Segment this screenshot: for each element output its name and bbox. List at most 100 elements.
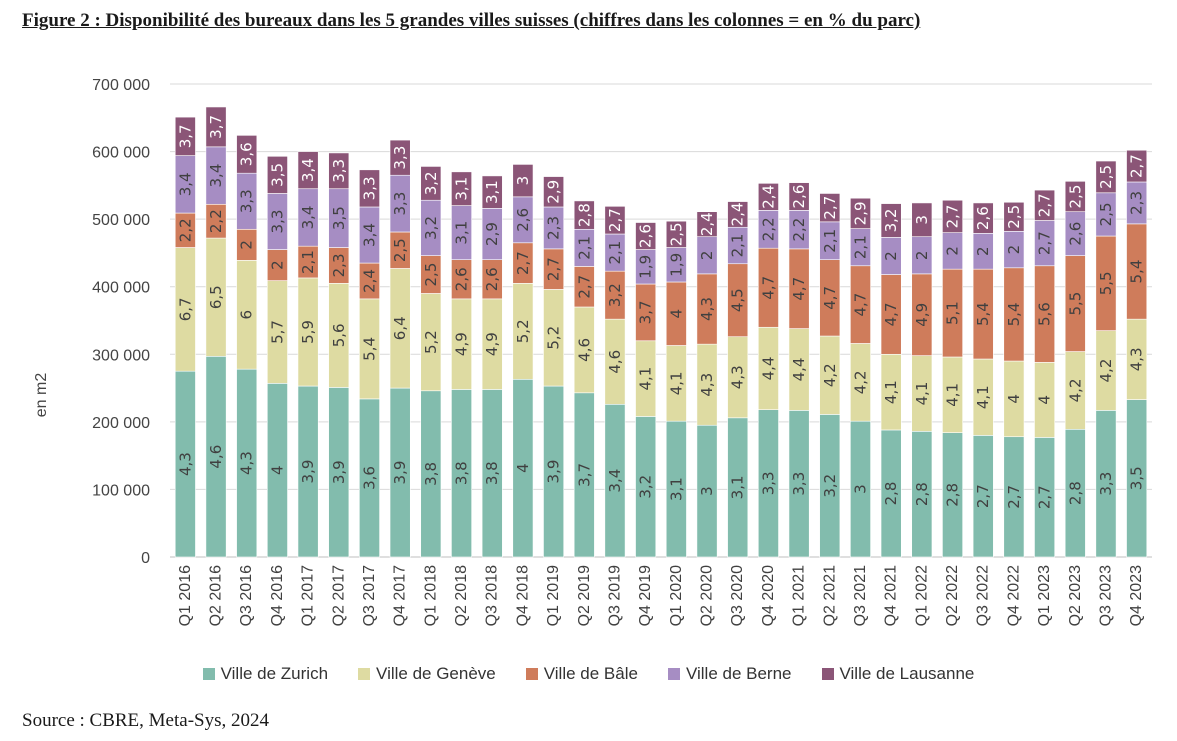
bar-segment (788, 182, 810, 211)
data-labels: 4,3 6,7 2,2 3,4 3,7 4,6 6,5 2,2 3,4 3,7 4,3 6 2 3,3 3,… (176, 115, 1145, 509)
stacked-bar-chart: 0 100 000 200 000 300 000 400 000 500 000 600 … (33, 77, 1152, 626)
data-label: 2,5 (1005, 205, 1023, 229)
figure-title: Figure 2 : Disponibilité des bureaux dan… (22, 10, 921, 31)
data-label: 2,4 (360, 269, 378, 293)
data-label: 2,7 (821, 196, 839, 220)
data-label: 5,5 (1097, 271, 1115, 295)
legend-label: Ville de Bâle (543, 664, 638, 683)
data-label: 2,3 (545, 216, 563, 240)
y-tick-label: 700 000 (92, 77, 150, 94)
data-label: 4,1 (637, 367, 655, 391)
data-label: 2,3 (330, 253, 348, 277)
data-label: 4,1 (882, 380, 900, 404)
data-label: 3,7 (637, 300, 655, 324)
x-tick-label: Q1 2016 (177, 565, 194, 626)
data-label: 3,9 (299, 460, 317, 484)
data-label: 3,4 (207, 164, 225, 188)
data-label: 4,2 (821, 363, 839, 387)
bar-segment (451, 171, 472, 206)
x-tick-label: Q2 2018 (453, 565, 470, 626)
legend-item: Ville de Berne (667, 664, 792, 684)
data-label: 3,3 (1097, 472, 1115, 496)
data-label: 2,2 (759, 217, 777, 241)
data-label: 2,7 (575, 275, 593, 299)
x-tick-label: Q3 2023 (1097, 565, 1114, 626)
bar-segment (819, 193, 841, 223)
data-label: 2,6 (790, 185, 808, 209)
data-label: 2 (268, 260, 286, 270)
data-label: 2,7 (514, 251, 532, 275)
data-label: 2,9 (851, 201, 869, 225)
data-label: 1,9 (667, 253, 685, 277)
y-tick-label: 400 000 (92, 280, 150, 297)
bar-segment (1003, 201, 1025, 232)
x-tick-label: Q4 2021 (883, 565, 900, 626)
data-label: 5,4 (1128, 260, 1146, 284)
data-label: 3,3 (759, 471, 777, 495)
legend-swatch (525, 668, 538, 680)
data-label: 4,7 (790, 277, 808, 301)
data-label: 4,3 (729, 365, 747, 389)
bar-segment (1095, 160, 1117, 194)
legend-label: Ville de Lausanne (839, 664, 975, 683)
x-tick-label: Q4 2020 (760, 565, 777, 626)
data-label: 3,2 (882, 209, 900, 233)
data-label: 2,2 (207, 209, 225, 233)
data-label: 4,3 (176, 452, 194, 476)
data-label: 2 (698, 251, 716, 261)
data-label: 2,9 (483, 222, 501, 246)
data-label: 6,7 (176, 297, 194, 321)
data-label: 3,3 (238, 189, 256, 213)
data-label: 2,7 (1036, 231, 1054, 255)
data-label: 3,5 (330, 206, 348, 230)
data-label: 4,2 (1066, 379, 1084, 403)
x-tick-label: Q3 2019 (606, 565, 623, 626)
bar-segment (512, 164, 534, 198)
data-label: 5,4 (974, 302, 992, 326)
data-label: 3,9 (545, 460, 563, 484)
data-label: 4,7 (882, 302, 900, 326)
data-label: 1,9 (637, 255, 655, 279)
data-label: 3,4 (176, 172, 194, 196)
data-label: 4,3 (238, 451, 256, 475)
x-tick-label: Q1 2021 (791, 565, 808, 626)
x-tick-label: Q2 2023 (1067, 565, 1084, 626)
data-label: 2 (913, 251, 931, 261)
bar-segment (757, 183, 779, 211)
data-label: 3,3 (268, 210, 286, 234)
data-label: 4,3 (1128, 347, 1146, 371)
bar-segment (850, 197, 871, 229)
data-label: 3,1 (453, 221, 471, 245)
bar-segment (543, 176, 565, 208)
x-tick-label: Q3 2022 (975, 565, 992, 626)
x-tick-label: Q4 2017 (392, 565, 409, 626)
data-label: 2,8 (882, 482, 900, 506)
data-label: 5,6 (330, 323, 348, 347)
data-label: 2,2 (176, 218, 194, 242)
x-tick-label: Q1 2020 (668, 565, 685, 626)
x-tick-label: Q2 2021 (821, 565, 838, 626)
data-label: 3,5 (1128, 466, 1146, 490)
data-label: 3,6 (238, 142, 256, 166)
data-label: 2,1 (299, 250, 317, 274)
y-tick-label: 200 000 (92, 415, 150, 432)
data-label: 4,3 (698, 373, 716, 397)
bars (174, 106, 1148, 558)
x-tick-label: Q2 2020 (699, 565, 716, 626)
data-label: 3 (851, 484, 869, 494)
y-axis-ticks: 0 100 000 200 000 300 000 400 000 500 000 600 … (92, 77, 150, 567)
bar-segment (880, 203, 902, 238)
data-label: 3 (913, 215, 931, 225)
data-label: 3,9 (391, 461, 409, 485)
data-label: 3,3 (391, 146, 409, 170)
data-label: 2 (944, 246, 962, 256)
data-label: 2,7 (944, 205, 962, 229)
data-label: 3,1 (453, 177, 471, 201)
legend-item: Ville de Lausanne (821, 664, 975, 684)
data-label: 4,4 (759, 357, 777, 381)
data-label: 2,5 (1097, 202, 1115, 226)
data-label: 2,4 (698, 212, 716, 236)
bar-segment (942, 199, 963, 233)
bar-segment (727, 201, 749, 228)
legend-swatch (202, 668, 215, 680)
